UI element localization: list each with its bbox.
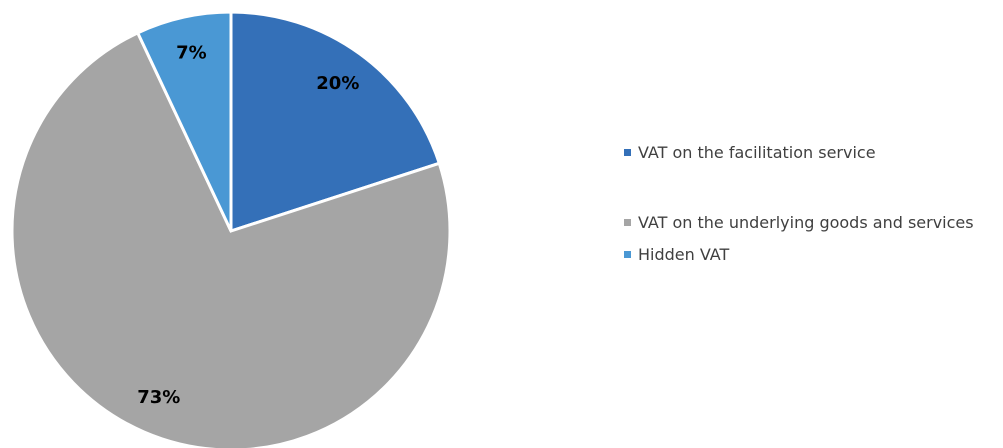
legend-item: VAT on the facilitation service <box>624 142 996 163</box>
legend-item: VAT on the underlying goods and services <box>624 212 996 233</box>
legend-swatch <box>624 251 631 258</box>
data-label: 20% <box>316 73 359 94</box>
pie-slice <box>135 10 233 232</box>
legend-swatch <box>624 219 631 226</box>
legend-label: Hidden VAT <box>638 245 730 264</box>
pie: 20% 73% 7% <box>10 10 452 448</box>
data-label: 7% <box>176 43 207 64</box>
pie-slice <box>229 10 442 234</box>
data-label: 73% <box>137 387 180 408</box>
legend-label: VAT on the facilitation service <box>638 143 876 162</box>
legend-label: VAT on the underlying goods and services <box>638 213 974 232</box>
pie-slice <box>10 30 452 448</box>
legend-item: Hidden VAT <box>624 244 996 265</box>
legend: VAT on the facilitation service VAT on th… <box>624 142 996 276</box>
legend-swatch <box>624 149 631 156</box>
